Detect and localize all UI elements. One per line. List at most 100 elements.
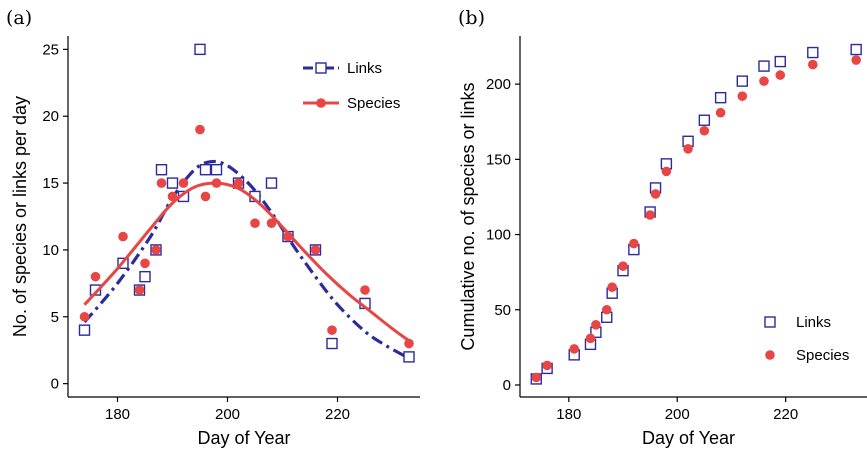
data-point-links <box>166 177 179 189</box>
data-point-links <box>194 43 206 56</box>
data-point-species <box>211 178 222 188</box>
y-tick-label: 50 <box>494 302 511 319</box>
data-point-species <box>531 372 542 383</box>
data-point-species <box>715 107 726 118</box>
data-point-links <box>199 164 212 176</box>
data-point-links <box>698 114 711 126</box>
legend-item-species: Species <box>765 347 849 364</box>
data-point-species <box>90 271 101 282</box>
data-point-species <box>250 218 260 228</box>
data-point-species <box>775 70 786 80</box>
data-point-species <box>233 178 244 188</box>
x-axis-title: Day of Year <box>197 428 290 448</box>
data-point-species <box>360 285 370 295</box>
data-point-species <box>542 360 552 371</box>
data-point-links <box>403 351 415 363</box>
panel-a: (a) 0 5 10 15 20 25 180 200 220 Day of Year No. of … <box>6 7 420 448</box>
legend-marker <box>315 62 327 74</box>
data-point-species <box>629 238 639 249</box>
x-tick-label: 200 <box>215 406 240 423</box>
data-point-species <box>156 178 167 188</box>
data-point-links <box>210 164 223 176</box>
data-point-links <box>78 324 91 336</box>
y-tick-label: 0 <box>503 377 511 394</box>
y-tick-label: 25 <box>42 41 59 58</box>
legend-label: Links <box>347 60 382 77</box>
data-point-species <box>607 282 617 292</box>
legend-item-species: Species <box>303 95 400 112</box>
data-point-species <box>140 258 150 269</box>
y-tick-label: 20 <box>42 108 59 125</box>
fit-line-links <box>83 159 410 360</box>
data-point-links <box>714 91 727 104</box>
data-point-species <box>178 178 189 188</box>
data-point-species <box>618 261 628 271</box>
legend-marker <box>764 316 776 328</box>
data-point-species <box>645 210 655 220</box>
y-tick-label: 10 <box>42 242 59 259</box>
y-tick-label: 100 <box>486 227 511 244</box>
data-point-species <box>661 166 672 177</box>
x-tick-label: 180 <box>556 406 581 423</box>
data-point-species <box>585 333 596 344</box>
legend-label: Links <box>796 314 831 331</box>
y-tick-label: 0 <box>51 376 59 393</box>
data-point-species <box>167 191 178 202</box>
data-point-links <box>326 337 338 350</box>
panel-b: (b) 0 50 100 150 200 180 200 220 Day of Year Cumul… <box>458 7 867 448</box>
data-point-species <box>807 59 818 70</box>
data-point-species <box>79 311 90 322</box>
x-axis-title: Day of Year <box>642 428 735 448</box>
series-species <box>79 124 414 349</box>
x-tick-label: 200 <box>665 406 690 423</box>
fit-line-species <box>83 181 410 343</box>
data-point-links <box>774 55 786 68</box>
data-point-links <box>807 46 819 59</box>
y-tick-label: 15 <box>42 175 59 192</box>
data-point-species <box>327 325 337 335</box>
data-point-species <box>851 55 861 65</box>
data-point-species <box>759 76 769 86</box>
series-species <box>531 55 861 383</box>
series-links <box>78 43 415 363</box>
data-point-links <box>850 43 862 56</box>
x-tick-label: 180 <box>105 406 130 423</box>
data-point-species <box>569 344 580 354</box>
legend-marker <box>765 350 775 360</box>
legend-item-links: Links <box>764 314 831 331</box>
panel-label: (b) <box>458 7 485 29</box>
x-tick-label: 220 <box>325 406 350 423</box>
y-tick-label: 150 <box>486 151 511 168</box>
data-point-species <box>310 245 321 255</box>
series-links <box>530 43 862 385</box>
data-point-species <box>283 231 293 242</box>
data-point-species <box>134 285 145 295</box>
legend-marker <box>316 98 326 108</box>
data-point-species <box>699 125 710 136</box>
data-point-species <box>601 304 612 315</box>
data-point-species <box>737 91 748 101</box>
y-tick-label: 5 <box>51 309 59 326</box>
data-point-species <box>650 189 661 199</box>
data-point-links <box>265 177 278 189</box>
y-axis-title: No. of species or links per day <box>10 96 30 337</box>
data-point-species <box>118 231 128 242</box>
data-point-species <box>200 191 211 202</box>
y-axis-title: Cumulative no. of species or links <box>458 82 478 350</box>
panel-label: (a) <box>6 7 32 29</box>
data-point-links <box>736 75 748 87</box>
data-point-links <box>139 270 151 283</box>
data-point-species <box>266 218 277 228</box>
data-point-species <box>195 124 205 135</box>
x-tick-label: 220 <box>773 406 798 423</box>
data-point-species <box>591 320 601 330</box>
legend-label: Species <box>796 347 849 364</box>
legend-item-links: Links <box>303 60 382 77</box>
data-point-links <box>758 60 770 72</box>
data-point-species <box>683 144 693 154</box>
data-point-species <box>404 338 414 349</box>
data-point-links <box>155 164 168 176</box>
data-point-species <box>151 245 161 255</box>
legend-label: Species <box>347 95 400 112</box>
